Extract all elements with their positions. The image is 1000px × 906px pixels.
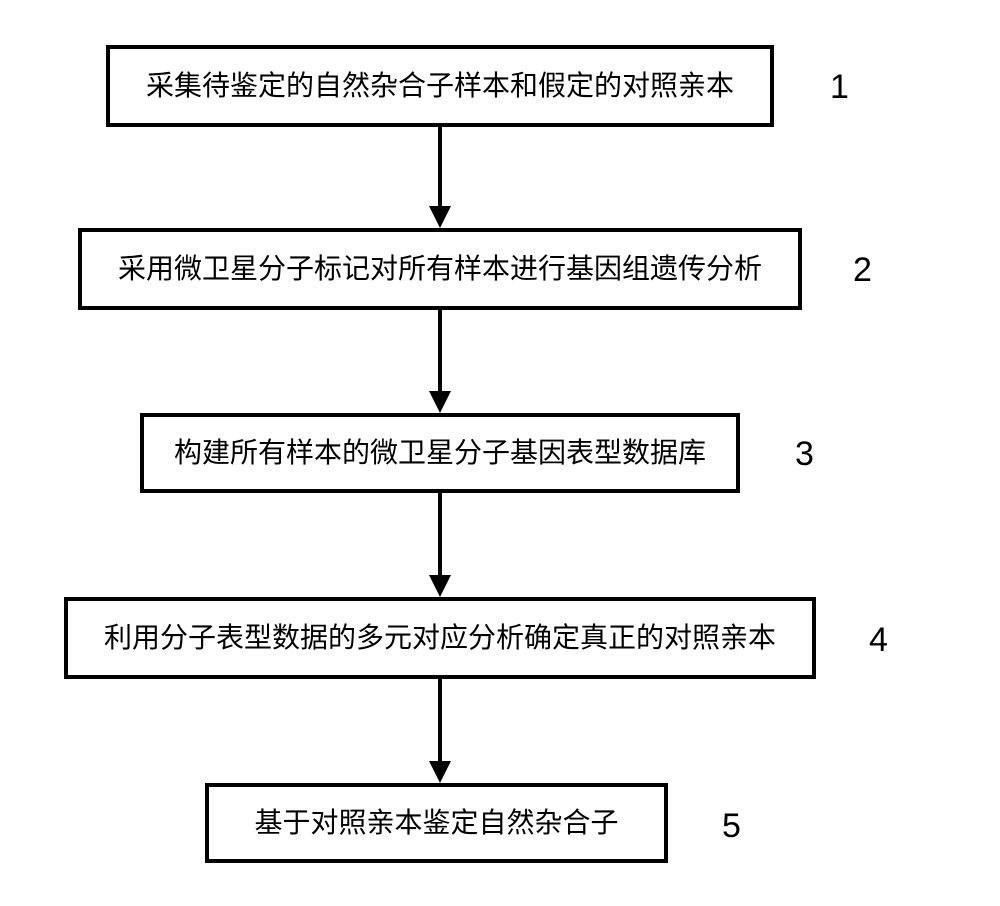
arrow-4-5-line: [438, 679, 442, 761]
step-4-number: 4: [869, 621, 888, 660]
arrow-2-3-line: [438, 310, 442, 391]
arrow-1-2-line: [438, 127, 442, 206]
flowchart-step-4: 利用分子表型数据的多元对应分析确定真正的对照亲本: [64, 597, 816, 679]
flowchart-step-2: 采用微卫星分子标记对所有样本进行基因组遗传分析: [78, 228, 802, 310]
step-3-number: 3: [795, 435, 814, 474]
flowchart-step-1: 采集待鉴定的自然杂合子样本和假定的对照亲本: [106, 45, 774, 127]
step-1-label: 采集待鉴定的自然杂合子样本和假定的对照亲本: [146, 69, 734, 103]
step-1-number: 1: [830, 68, 849, 107]
arrow-3-4-head: [429, 575, 451, 597]
step-3-label: 构建所有样本的微卫星分子基因表型数据库: [174, 436, 706, 470]
step-4-label: 利用分子表型数据的多元对应分析确定真正的对照亲本: [104, 621, 776, 655]
step-5-number: 5: [722, 807, 741, 846]
step-2-label: 采用微卫星分子标记对所有样本进行基因组遗传分析: [118, 252, 762, 286]
step-5-label: 基于对照亲本鉴定自然杂合子: [254, 806, 618, 840]
arrow-2-3-head: [429, 391, 451, 413]
flowchart-canvas: 采集待鉴定的自然杂合子样本和假定的对照亲本 1 采用微卫星分子标记对所有样本进行…: [0, 0, 1000, 906]
arrow-1-2-head: [429, 206, 451, 228]
flowchart-step-5: 基于对照亲本鉴定自然杂合子: [205, 783, 668, 863]
step-2-number: 2: [853, 251, 872, 290]
arrow-4-5-head: [429, 761, 451, 783]
arrow-3-4-line: [438, 493, 442, 575]
flowchart-step-3: 构建所有样本的微卫星分子基因表型数据库: [140, 413, 740, 493]
